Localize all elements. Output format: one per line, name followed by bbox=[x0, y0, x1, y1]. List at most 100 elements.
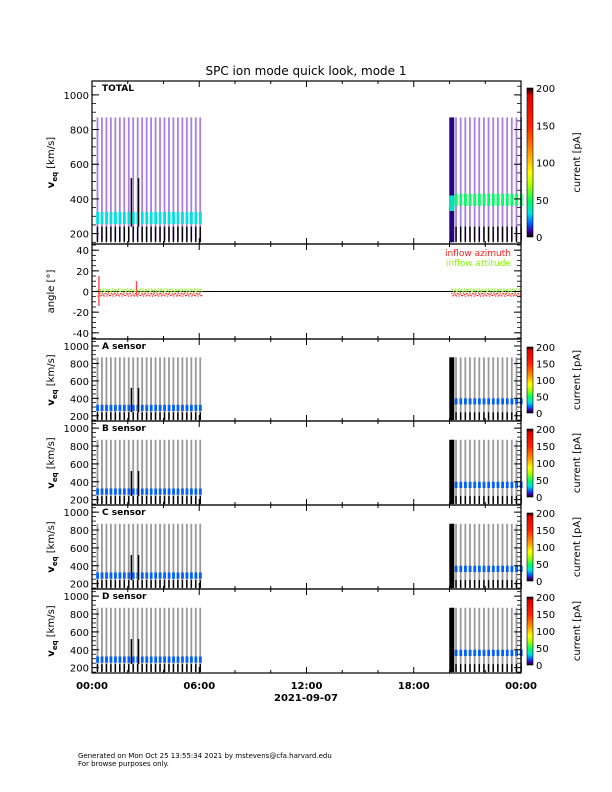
spectrogram-low-tick bbox=[114, 580, 117, 589]
angle-point bbox=[518, 288, 520, 290]
angle-point bbox=[166, 293, 168, 295]
spectrogram-column bbox=[114, 523, 117, 588]
angle-point bbox=[181, 293, 183, 295]
angle-point bbox=[201, 294, 203, 296]
spectrogram-column bbox=[455, 607, 457, 672]
spectrogram-low-tick bbox=[159, 580, 161, 589]
angle-point bbox=[198, 291, 200, 293]
spectrogram-column bbox=[199, 117, 202, 241]
spectrogram-column bbox=[159, 117, 161, 241]
spectrogram-low-tick bbox=[497, 664, 499, 673]
spectrogram-low-tick bbox=[154, 412, 157, 421]
spectrogram-column bbox=[132, 523, 135, 588]
spectrogram-low-tick bbox=[101, 496, 103, 505]
angle-point bbox=[492, 291, 494, 293]
spectrogram-column bbox=[168, 607, 170, 672]
angle-point bbox=[108, 289, 110, 291]
angle-point bbox=[511, 291, 513, 293]
angle-point bbox=[478, 290, 480, 292]
spectrogram-low-tick bbox=[177, 664, 179, 673]
spectrogram-column bbox=[185, 607, 188, 672]
y-axis-label-units: [km/s] bbox=[46, 354, 57, 389]
colorbar-tick-label: 200 bbox=[536, 84, 555, 95]
spectrogram-peak bbox=[167, 211, 171, 225]
spectrogram-column bbox=[172, 523, 175, 588]
angle-point bbox=[161, 294, 163, 296]
angle-point bbox=[498, 294, 500, 296]
angle-point bbox=[159, 292, 162, 295]
angle-point bbox=[148, 288, 150, 290]
angle-point bbox=[477, 291, 479, 293]
spectrogram-low-tick bbox=[186, 580, 188, 589]
angle-point bbox=[499, 292, 501, 294]
angle-point bbox=[99, 288, 101, 291]
spectrogram-low-tick bbox=[168, 580, 170, 589]
spectrogram-column bbox=[510, 523, 513, 588]
angle-point bbox=[485, 288, 487, 290]
angle-point bbox=[111, 288, 113, 290]
spectrogram-column bbox=[185, 523, 188, 588]
spectrogram-low-tick bbox=[105, 226, 108, 243]
spectrogram-low-tick bbox=[469, 496, 471, 505]
spectrogram-peak bbox=[109, 488, 113, 495]
spectrogram-column bbox=[496, 439, 499, 504]
footer: Generated on Mon Oct 25 13:55:34 2021 by… bbox=[78, 752, 332, 768]
angle-point bbox=[153, 292, 155, 294]
spectrogram-low-tick bbox=[132, 412, 134, 421]
spectrogram-column bbox=[181, 607, 184, 672]
spectrogram-low-tick bbox=[469, 580, 471, 589]
angle-point bbox=[185, 294, 188, 296]
spectrogram-peak bbox=[459, 565, 463, 573]
angle-point bbox=[462, 292, 465, 294]
spectrogram-column bbox=[136, 439, 139, 504]
angle-point bbox=[487, 290, 489, 293]
spectrogram-column bbox=[199, 607, 202, 672]
angle-point bbox=[174, 293, 176, 295]
angle-point bbox=[453, 294, 455, 296]
spectrogram-peak bbox=[198, 572, 202, 579]
spectrogram-column bbox=[455, 439, 457, 504]
spectrogram-low-tick bbox=[186, 412, 188, 421]
angle-point bbox=[175, 288, 177, 290]
y-tick-label: 400 bbox=[70, 394, 89, 405]
spectrogram-peak bbox=[198, 488, 202, 495]
spectrogram-column bbox=[123, 117, 126, 241]
angle-point bbox=[199, 292, 201, 294]
angle-point bbox=[474, 291, 476, 293]
spectrogram-peak bbox=[100, 211, 104, 225]
angle-point bbox=[470, 290, 473, 292]
spectrogram-low-tick bbox=[123, 412, 125, 421]
spectrogram-column bbox=[483, 607, 485, 672]
angle-point bbox=[132, 289, 134, 292]
angle-point bbox=[118, 295, 121, 297]
spectrogram-column bbox=[455, 523, 457, 588]
angle-point bbox=[196, 288, 198, 290]
spectrogram-peak bbox=[181, 211, 184, 225]
angle-point bbox=[159, 291, 161, 293]
angle-point bbox=[190, 288, 192, 290]
spectrogram-peak bbox=[122, 404, 126, 411]
colorbar-label: current [pA] bbox=[572, 601, 583, 661]
spectrogram-low-tick bbox=[159, 412, 161, 421]
angle-point bbox=[189, 293, 191, 295]
spectrogram-column bbox=[501, 357, 504, 420]
spectrogram-peak bbox=[181, 488, 184, 495]
spectrogram-low-tick bbox=[128, 496, 130, 505]
spectrogram-peak bbox=[140, 656, 144, 663]
angle-point bbox=[152, 293, 154, 295]
legend-entry: inflow attitude bbox=[446, 259, 512, 269]
spectrogram-low-tick bbox=[105, 580, 108, 589]
spectrogram-column bbox=[114, 439, 117, 504]
angle-point bbox=[186, 290, 188, 292]
spectrogram-peak bbox=[114, 211, 117, 225]
spectrogram-low-tick bbox=[186, 664, 188, 673]
spectrogram-peak bbox=[176, 488, 180, 495]
spectrogram-low-tick bbox=[473, 580, 476, 589]
spectrogram-peak bbox=[163, 656, 166, 663]
spectrogram-block bbox=[449, 357, 455, 421]
colorbar-tick-label: 100 bbox=[536, 376, 555, 387]
spectrogram-column bbox=[506, 523, 509, 588]
angle-point bbox=[125, 291, 127, 293]
spectrogram-column bbox=[145, 607, 148, 672]
y-tick-label: 600 bbox=[70, 460, 89, 471]
